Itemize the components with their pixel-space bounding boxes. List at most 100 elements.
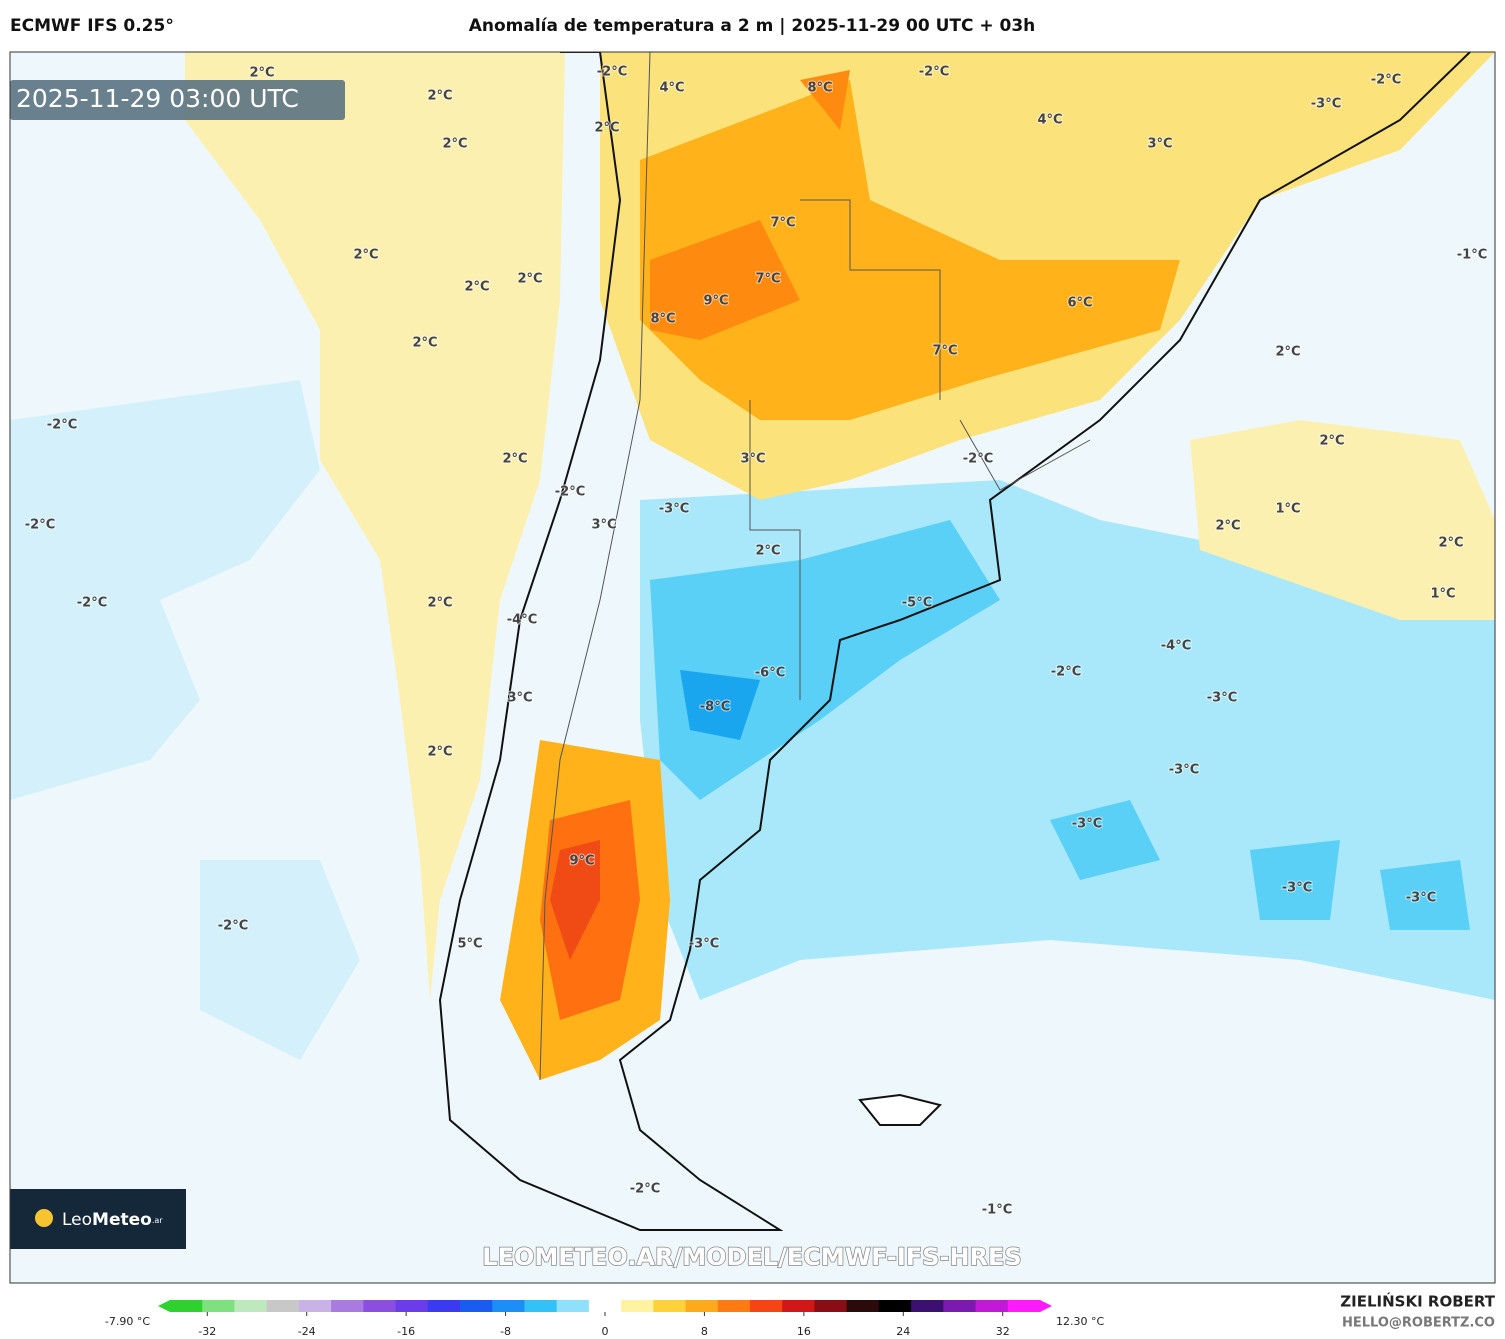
map-label: -2°C <box>1371 73 1401 88</box>
map-label: -2°C <box>555 485 585 500</box>
map-label: 7°C <box>755 272 780 287</box>
colorbar-segment <box>975 1300 1009 1312</box>
map-label: 7°C <box>770 216 795 231</box>
watermark: LEOMETEO.AR/MODEL/ECMWF-IFS-HRES <box>482 1243 1021 1271</box>
map-label: 4°C <box>659 81 684 96</box>
map-label: -3°C <box>1406 891 1436 906</box>
map-label: 4°C <box>1037 113 1062 128</box>
map-label: 2°C <box>502 452 527 467</box>
map-label: 6°C <box>1067 296 1092 311</box>
map-label: 2°C <box>442 137 467 152</box>
map-label: 9°C <box>703 294 728 309</box>
map-label: 2°C <box>517 272 542 287</box>
colorbar-segment <box>588 1300 622 1312</box>
anomaly-area <box>1050 800 1470 930</box>
map-label: 2°C <box>353 248 378 263</box>
map-label: 5°C <box>457 937 482 952</box>
colorbar-segment <box>750 1300 783 1312</box>
colorbar-segment <box>202 1300 235 1312</box>
colorbar-segment <box>814 1300 848 1312</box>
logo-text: LeoMeteo.ar <box>62 1210 163 1230</box>
colorbar-tick-label: -8 <box>500 1325 511 1338</box>
map-label: -2°C <box>47 418 77 433</box>
anomaly-area <box>680 670 760 740</box>
map-label: 3°C <box>507 691 532 706</box>
colorbar-segment <box>685 1300 719 1312</box>
map-label: 8°C <box>807 81 832 96</box>
map-label: 2°C <box>427 596 452 611</box>
map-label: -2°C <box>77 596 107 611</box>
colorbar-segment <box>266 1300 300 1312</box>
map-label: -3°C <box>1072 817 1102 832</box>
map-label: 3°C <box>591 518 616 533</box>
logo-sun <box>35 1209 53 1227</box>
border-line <box>539 52 1091 1081</box>
map-labels: 2°C 2°C 2°C 2°C 2°C 2°C 2°C -2°C 2°C -2°C -2°C 2°C 2… <box>24 64 1488 1219</box>
map-label: -6°C <box>755 666 785 681</box>
map-label: 3°C <box>740 452 765 467</box>
map-label: -3°C <box>659 502 689 517</box>
map-label: -2°C <box>1051 665 1081 680</box>
colorbar-tick-label: 16 <box>797 1325 811 1338</box>
anomaly-area <box>185 52 565 1000</box>
colorbar-segment <box>653 1300 687 1312</box>
colorbar-segment <box>363 1300 397 1312</box>
colorbar-max: 12.30 °C <box>1056 1315 1104 1328</box>
map-frame <box>9 51 1496 1284</box>
page-title: Anomalía de temperatura a 2 m | 2025-11-… <box>469 16 1036 36</box>
colorbar-segment <box>524 1300 558 1312</box>
logo-part: Leo <box>62 1210 92 1230</box>
anomaly-area <box>200 860 360 1060</box>
map-label: 2°C <box>427 745 452 760</box>
map-label: -1°C <box>982 1203 1012 1218</box>
colorbar-segment <box>331 1300 364 1312</box>
colorbar-tick-label: 0 <box>602 1325 609 1338</box>
colorbar-min: -7.90 °C <box>105 1315 150 1328</box>
colorbar-tick-label: -16 <box>397 1325 415 1338</box>
map-label: 3°C <box>1147 137 1172 152</box>
author: ZIELIŃSKI ROBERT <box>1340 1292 1495 1311</box>
colorbar-segment <box>298 1300 332 1312</box>
colorbar-segment <box>782 1300 815 1312</box>
colorbar-tick-label: -24 <box>298 1325 316 1338</box>
colorbar-segment <box>717 1300 751 1312</box>
anomaly-area <box>10 380 320 800</box>
map-label: 1°C <box>1430 587 1455 602</box>
map-label: 2°C <box>1438 536 1463 551</box>
colorbar-segment <box>943 1300 977 1312</box>
email: HELLO@ROBERTZ.CO <box>1342 1316 1495 1331</box>
map-label: -3°C <box>689 937 719 952</box>
colorbar-extend-low <box>158 1300 170 1312</box>
map-label: 2°C <box>1319 434 1344 449</box>
map-label: -3°C <box>1207 691 1237 706</box>
map-label: -4°C <box>507 613 537 628</box>
map-label: 1°C <box>1275 502 1300 517</box>
colorbar-segment <box>1007 1300 1041 1312</box>
colorbar: -32 -24 -16 -8 0 8 16 24 32 <box>158 1300 1052 1338</box>
timestamp: 2025-11-29 03:00 UTC <box>16 84 299 113</box>
map-label: -2°C <box>218 919 248 934</box>
map-label: 2°C <box>464 280 489 295</box>
map-label: 2°C <box>1275 345 1300 360</box>
map-label: -3°C <box>1169 763 1199 778</box>
map-label: 2°C <box>249 66 274 81</box>
map-label: 2°C <box>1215 519 1240 534</box>
map-label: -2°C <box>963 452 993 467</box>
colorbar-segment <box>556 1300 590 1312</box>
colorbar-extend-high <box>1040 1300 1052 1312</box>
map-label: -3°C <box>1311 97 1341 112</box>
colorbar-tick-label: 24 <box>896 1325 910 1338</box>
colorbar-tick-label: 32 <box>996 1325 1010 1338</box>
map-label: 7°C <box>932 344 957 359</box>
map-label: -4°C <box>1161 639 1191 654</box>
anomaly-area <box>550 840 600 960</box>
colorbar-segment <box>395 1300 429 1312</box>
logo-part: Meteo <box>92 1210 152 1230</box>
colorbar-tick-label: 8 <box>701 1325 708 1338</box>
colorbar-segment <box>460 1300 493 1312</box>
coastline <box>438 52 1471 1231</box>
colorbar-segment <box>911 1300 944 1312</box>
map-label: 2°C <box>427 89 452 104</box>
model-name: ECMWF IFS 0.25° <box>10 16 174 36</box>
colorbar-segment <box>846 1300 880 1312</box>
